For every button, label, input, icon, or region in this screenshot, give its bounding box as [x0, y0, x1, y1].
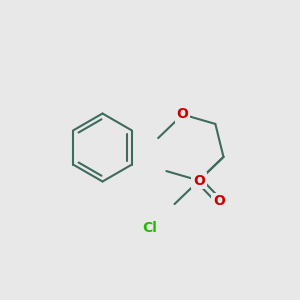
Text: O: O — [177, 107, 189, 122]
Text: O: O — [193, 173, 205, 188]
Text: O: O — [213, 194, 225, 208]
Text: Cl: Cl — [142, 221, 158, 235]
